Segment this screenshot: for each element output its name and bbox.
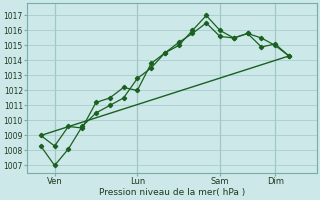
X-axis label: Pression niveau de la mer( hPa ): Pression niveau de la mer( hPa )	[99, 188, 245, 197]
